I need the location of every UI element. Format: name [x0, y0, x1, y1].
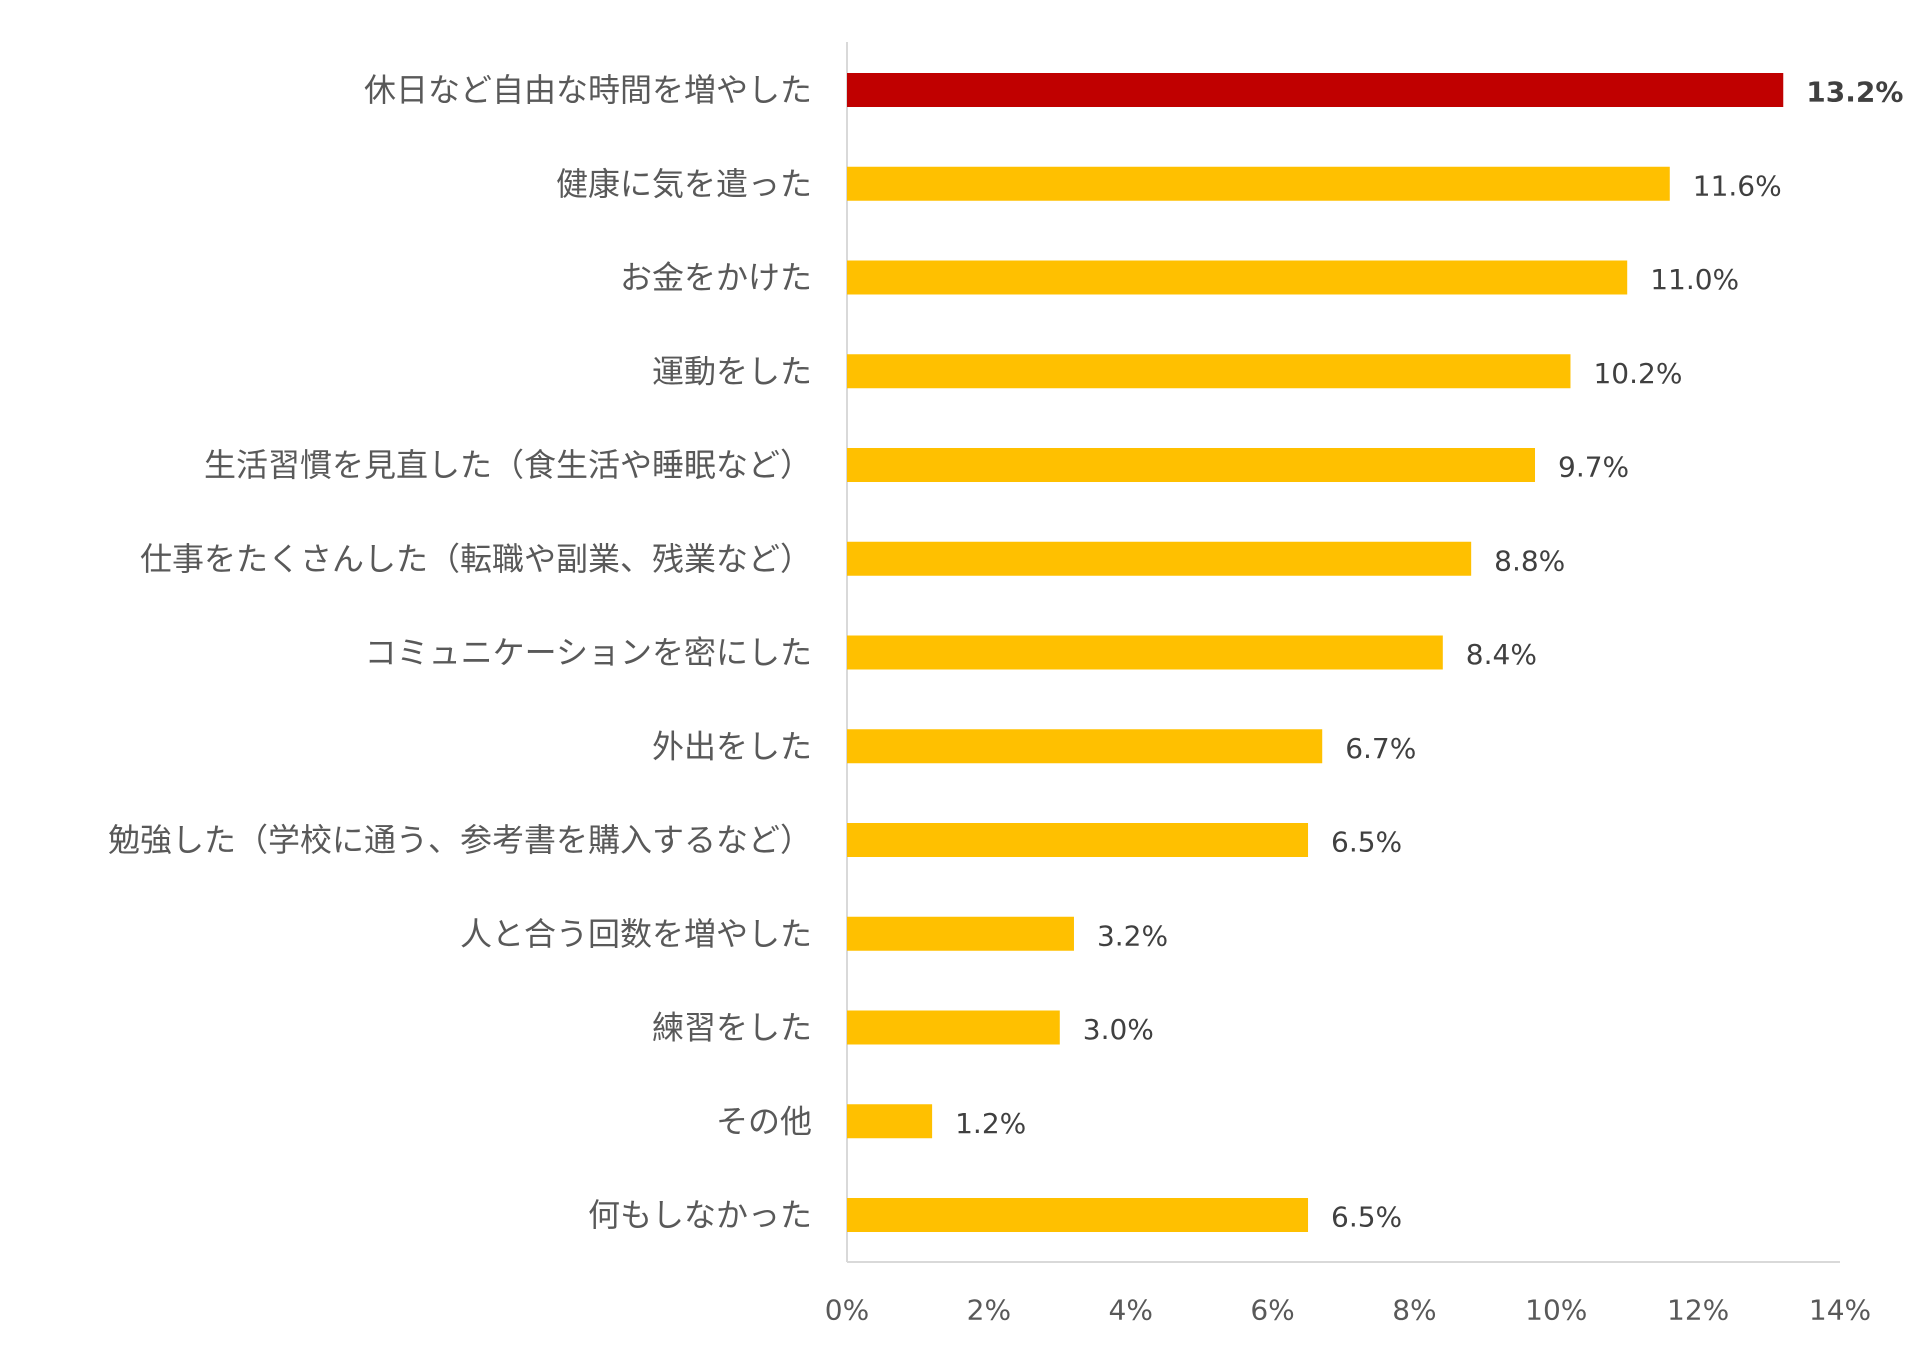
category-label-2: お金をかけた	[620, 259, 812, 297]
category-label-6: コミュニケーションを密にした	[365, 634, 812, 672]
category-label-4: 生活習慣を見直した（食生活や睡眠など）	[204, 446, 812, 484]
category-label-11: その他	[716, 1102, 812, 1140]
x-tick-label-6: 12%	[1667, 1294, 1729, 1327]
bar-9	[847, 916, 1074, 951]
value-label-8: 6.5%	[1331, 826, 1402, 859]
category-labels-group: 休日など自由な時間を増やした健康に気を遣ったお金をかけた運動をした生活習慣を見直…	[108, 71, 812, 1234]
x-tick-label-4: 8%	[1392, 1294, 1436, 1327]
bar-1	[847, 166, 1670, 201]
bar-4	[847, 448, 1536, 482]
x-tick-label-0: 0%	[825, 1294, 869, 1327]
category-label-3: 運動をした	[652, 352, 812, 390]
value-label-9: 3.2%	[1097, 919, 1168, 952]
x-tick-label-2: 4%	[1109, 1294, 1153, 1327]
value-label-2: 11.0%	[1650, 263, 1739, 296]
category-label-0: 休日など自由な時間を増やした	[364, 71, 812, 109]
value-label-6: 8.4%	[1466, 638, 1537, 671]
bar-10	[847, 1010, 1060, 1045]
x-tick-label-1: 2%	[967, 1294, 1011, 1327]
category-label-1: 健康に気を遣った	[556, 165, 812, 203]
bar-6	[847, 635, 1443, 670]
value-label-12: 6.5%	[1331, 1201, 1402, 1234]
value-label-4: 9.7%	[1558, 451, 1629, 484]
bars-group	[847, 73, 1784, 1232]
value-labels-group: 13.2% 11.6% 11.0% 10.2% 9.7% 8.8% 8.4% 6.7% 6.5%…	[955, 76, 1903, 1234]
category-label-9: 人と合う回数を増やした	[460, 915, 812, 953]
value-label-10: 3.0%	[1083, 1013, 1154, 1046]
bar-3	[847, 354, 1571, 389]
category-label-10: 練習をした	[652, 1009, 812, 1047]
value-label-1: 11.6%	[1693, 169, 1782, 202]
value-label-0: 13.2%	[1806, 76, 1903, 109]
category-label-8: 勉強した（学校に通う、参考書を購入するなど）	[108, 821, 812, 859]
x-tick-labels-group: 0% 2% 4% 6% 8% 10% 12% 14%	[825, 1294, 1871, 1327]
bar-0	[847, 73, 1784, 107]
bar-11	[847, 1104, 933, 1139]
bar-5	[847, 541, 1472, 576]
value-label-7: 6.7%	[1345, 732, 1416, 765]
category-label-7: 外出をした	[652, 727, 812, 765]
x-tick-label-5: 10%	[1525, 1294, 1587, 1327]
bar-7	[847, 729, 1323, 764]
value-label-11: 1.2%	[955, 1107, 1026, 1140]
bar-2	[847, 260, 1628, 295]
x-tick-label-7: 14%	[1809, 1294, 1871, 1327]
category-label-12: 何もしなかった	[588, 1196, 812, 1234]
value-label-5: 8.8%	[1494, 544, 1565, 577]
category-label-5: 仕事をたくさんした（転職や副業、残業など）	[140, 540, 812, 578]
bar-12	[847, 1198, 1309, 1232]
bar-8	[847, 823, 1309, 857]
x-tick-label-3: 6%	[1250, 1294, 1294, 1327]
value-label-3: 10.2%	[1593, 357, 1682, 390]
